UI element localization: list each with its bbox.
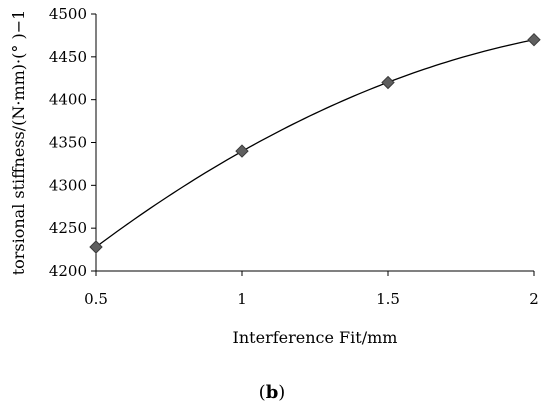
y-tick-label: 4300 [49,176,87,194]
y-axis-title: torsional stiffness/(N·mm)·(° )−1 [9,10,28,276]
panel-label-letter: b [266,382,279,403]
x-axis-title: Interference Fit/mm [233,328,398,347]
x-tick-label: 0.5 [84,290,108,308]
data-point-marker [527,32,541,47]
y-tick-label: 4400 [49,91,87,109]
x-tick-group: 0.5 1 1.5 2 [84,271,539,308]
y-tick-label: 4450 [49,48,87,66]
y-tick-label: 4500 [49,5,87,23]
panel-label-close: ) [278,382,285,403]
data-point-marker [89,240,103,254]
y-tick-label: 4350 [49,134,87,152]
panel-label-open: ( [259,382,266,403]
axes [95,14,534,272]
y-tick-group: 4200 4250 4300 4350 4400 4450 4500 [49,5,96,280]
x-tick-label: 1.5 [376,290,400,308]
x-tick-label: 1 [237,290,247,308]
data-point-marker [381,75,395,90]
data-point-marker [235,144,249,158]
y-tick-label: 4250 [49,219,87,237]
panel-label: (b) [259,382,286,403]
trendline [95,39,535,248]
y-tick-label: 4200 [49,262,87,280]
data-marker-group [89,32,541,254]
x-tick-label: 2 [529,290,539,308]
